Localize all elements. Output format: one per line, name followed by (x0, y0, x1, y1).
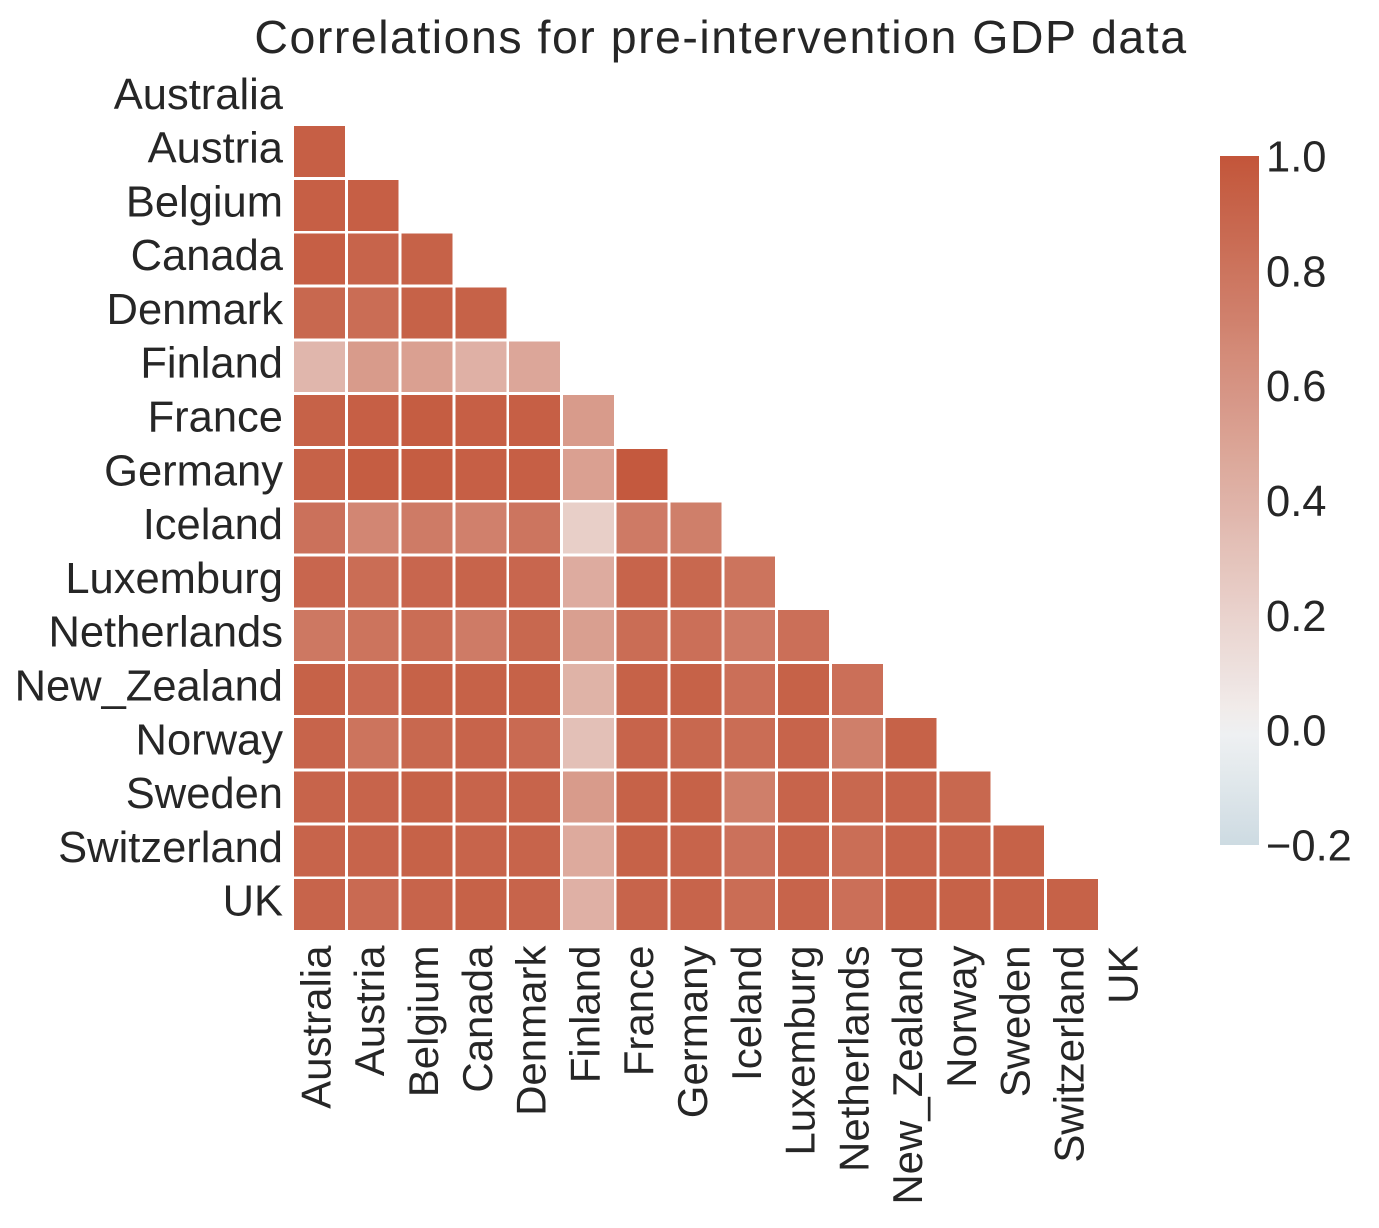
svg-text:Finland: Finland (140, 340, 283, 388)
svg-text:Canada: Canada (131, 232, 284, 280)
svg-text:New_Zealand: New_Zealand (884, 946, 931, 1205)
svg-text:Sweden: Sweden (126, 770, 283, 818)
svg-text:0.8: 0.8 (1266, 248, 1326, 296)
svg-text:Iceland: Iceland (143, 501, 283, 549)
svg-text:0.4: 0.4 (1266, 478, 1326, 526)
svg-text:Norway: Norway (136, 716, 284, 764)
svg-text:Austria: Austria (346, 945, 393, 1076)
svg-text:Australia: Australia (114, 71, 284, 119)
svg-text:New_Zealand: New_Zealand (15, 663, 283, 711)
svg-text:Sweden: Sweden (992, 946, 1039, 1098)
svg-text:France: France (615, 946, 662, 1077)
svg-text:Austria: Austria (148, 125, 284, 173)
svg-text:1.0: 1.0 (1266, 134, 1326, 182)
svg-text:0.6: 0.6 (1266, 363, 1326, 411)
svg-text:France: France (148, 394, 283, 442)
svg-text:Switzerland: Switzerland (1046, 946, 1093, 1163)
svg-text:Iceland: Iceland (723, 946, 770, 1081)
svg-text:Denmark: Denmark (508, 945, 555, 1116)
svg-text:Belgium: Belgium (126, 178, 283, 226)
svg-text:Denmark: Denmark (107, 286, 284, 334)
svg-text:−0.2: −0.2 (1266, 823, 1352, 871)
svg-text:Australia: Australia (292, 945, 339, 1109)
svg-text:0.2: 0.2 (1266, 593, 1326, 641)
svg-text:Netherlands: Netherlands (830, 946, 877, 1172)
svg-text:Correlations for pre-intervent: Correlations for pre-intervention GDP da… (254, 11, 1187, 63)
svg-text:Germany: Germany (669, 946, 716, 1119)
svg-text:Canada: Canada (454, 945, 501, 1093)
svg-text:0.0: 0.0 (1266, 708, 1326, 756)
svg-text:Germany: Germany (104, 447, 283, 495)
svg-text:Luxemburg: Luxemburg (65, 555, 283, 603)
svg-text:UK: UK (223, 878, 283, 926)
svg-text:Switzerland: Switzerland (58, 824, 283, 872)
svg-text:Finland: Finland (561, 946, 608, 1084)
svg-text:Belgium: Belgium (400, 946, 447, 1098)
svg-text:Norway: Norway (938, 946, 985, 1088)
svg-text:Luxemburg: Luxemburg (777, 946, 824, 1156)
svg-text:UK: UK (1099, 946, 1146, 1004)
svg-text:Netherlands: Netherlands (48, 609, 283, 657)
